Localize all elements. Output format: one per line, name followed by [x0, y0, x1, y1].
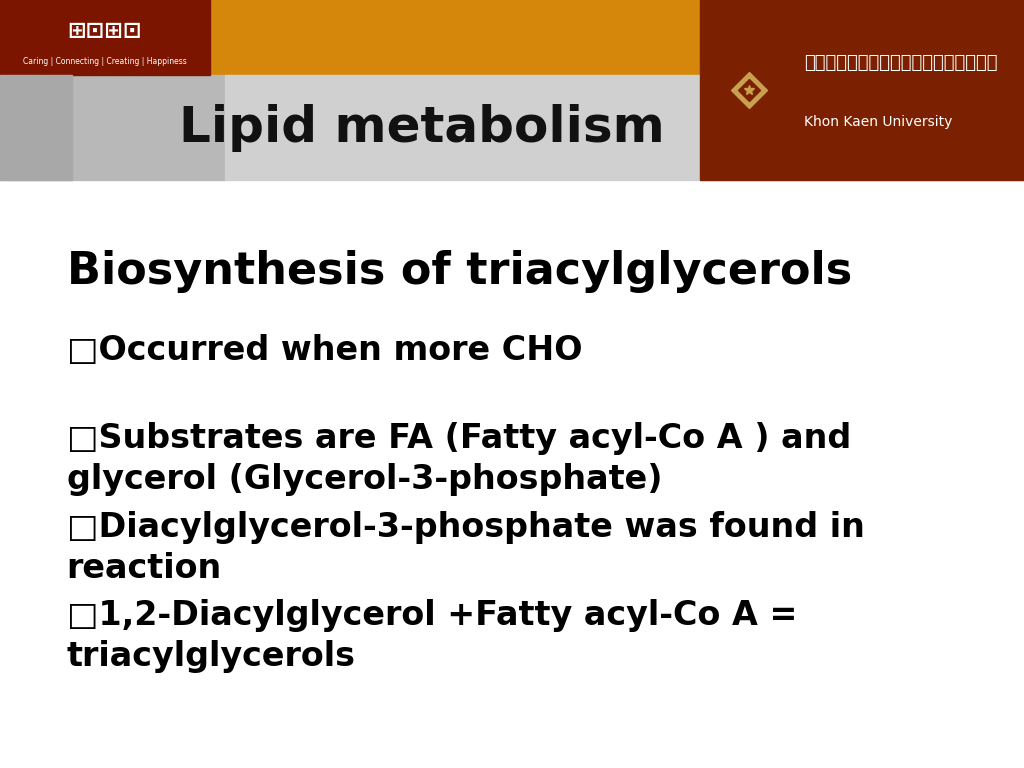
Bar: [700, 0, 1024, 180]
Text: ⊞⊡⊞⊡: ⊞⊡⊞⊡: [68, 22, 142, 41]
Bar: [0, 75, 72, 180]
Text: □Substrates are FA (Fatty acyl-Co A ) and
glycero​l (Glycerol-3-phosphate): □Substrates are FA (Fatty acyl-Co A ) an…: [67, 422, 851, 496]
Text: Caring | Connecting | Creating | Happiness: Caring | Connecting | Creating | Happine…: [24, 57, 186, 66]
Text: Biosynthesis of triacylglycerols: Biosynthesis of triacylglycerols: [67, 250, 852, 293]
Text: Khon Kaen University: Khon Kaen University: [804, 115, 952, 129]
Bar: [0, 0, 210, 75]
Text: Lipid metabolism: Lipid metabolism: [179, 104, 665, 151]
Text: □Occurred when more CHO: □Occurred when more CHO: [67, 334, 582, 367]
Text: □1,2-Diacylglycerol +Fatty acyl-Co A =
triacylglycerols: □1,2-Diacylglycerol +Fatty acyl-Co A = t…: [67, 599, 797, 673]
Text: มหาวิทยาลัยขอนแก่น: มหาวิทยาลัยขอนแก่น: [804, 54, 997, 72]
Bar: [0, 75, 225, 180]
Bar: [0, 180, 1024, 768]
Text: □Diacylglycerol-3-phosphate was found in
reaction: □Diacylglycerol-3-phosphate was found in…: [67, 511, 864, 584]
Bar: [225, 75, 1024, 180]
Bar: [0, 0, 1024, 75]
